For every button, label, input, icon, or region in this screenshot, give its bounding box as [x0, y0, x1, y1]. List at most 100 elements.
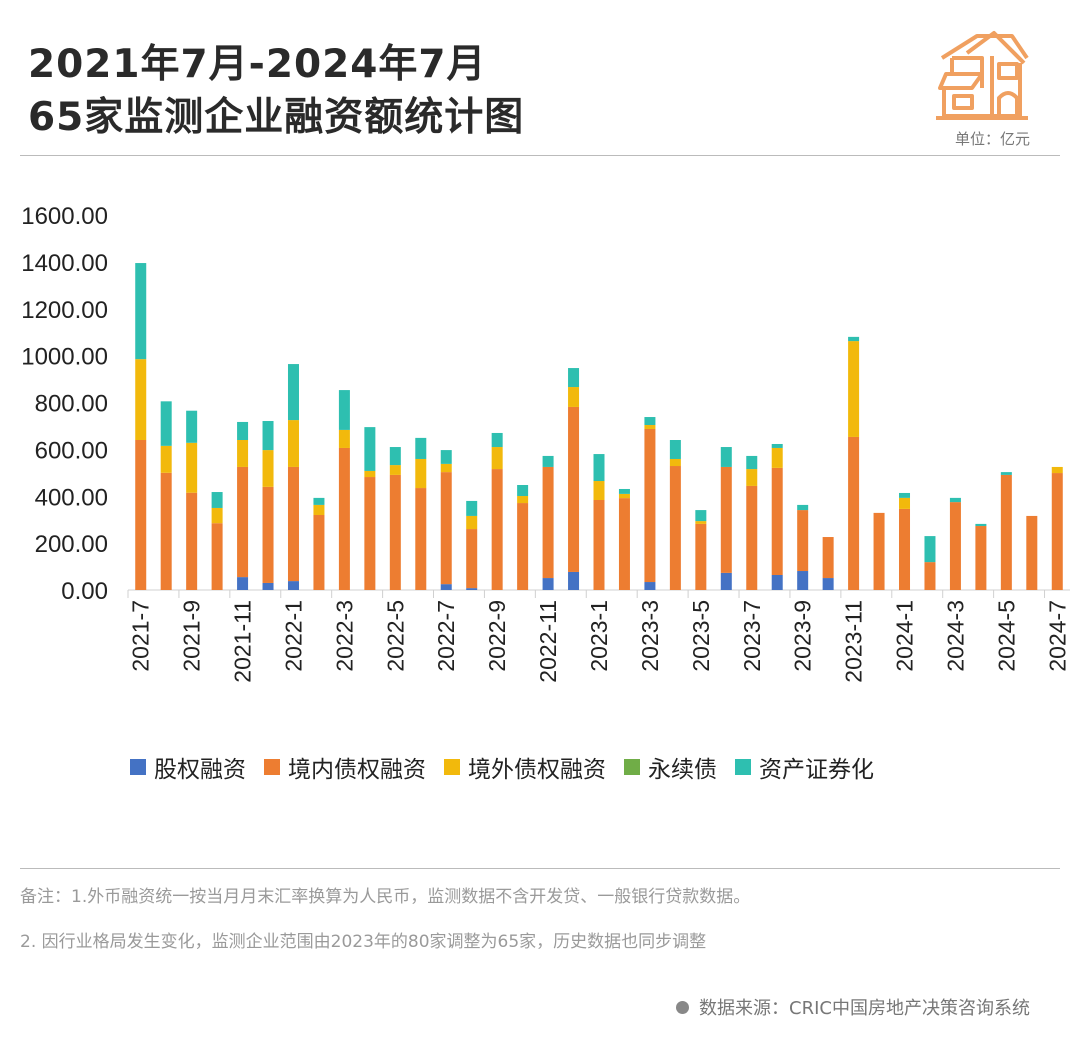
- bar-segment-2022-5-资产证券化: [389, 447, 401, 466]
- bar-segment-2024-2-资产证券化: [924, 536, 936, 563]
- legend-item: 永续债: [624, 750, 717, 784]
- bar-segment-2022-9-境外债权融资: [491, 447, 503, 470]
- x-tick-label: 2021-9: [179, 600, 205, 672]
- bar-segment-2022-1-境外债权融资: [287, 420, 299, 467]
- bar-segment-2022-4-境内债权融资: [364, 477, 376, 590]
- bar-segment-2022-6-境内债权融资: [415, 488, 427, 590]
- bar-segment-2023-7-境内债权融资: [746, 485, 758, 590]
- bar-segment-2024-4-资产证券化: [975, 523, 987, 527]
- x-tick-label: 2023-5: [688, 600, 714, 672]
- bar-segment-2021-12-境内债权融资: [262, 486, 274, 583]
- bar-segment-2024-5-资产证券化: [1000, 472, 1012, 475]
- legend-swatch: [264, 759, 280, 775]
- bar-segment-2022-9-境内债权融资: [491, 469, 503, 590]
- bar-segment-2022-11-股权融资: [542, 578, 554, 590]
- bar-segment-2022-7-股权融资: [440, 584, 452, 590]
- bar-segment-2023-10-股权融资: [822, 578, 834, 590]
- note-line-1: 备注：1.外币融资统一按当月月末汇率换算为人民币，监测数据不含开发贷、一般银行贷…: [20, 887, 751, 907]
- bar-segment-2022-8-境外债权融资: [466, 515, 478, 530]
- bar-segment-2023-8-境外债权融资: [771, 447, 783, 468]
- bar-segment-2023-4-资产证券化: [669, 440, 681, 459]
- bar-segment-2022-12-股权融资: [568, 571, 580, 590]
- bar-segment-2024-3-境内债权融资: [949, 502, 961, 590]
- chart-title: 2021年7月-2024年7月 65家监测企业融资额统计图: [28, 38, 524, 144]
- bar-segment-2021-10-资产证券化: [211, 492, 223, 508]
- bar-segment-2023-3-境内债权融资: [644, 428, 656, 583]
- bar-segment-2022-6-境外债权融资: [415, 458, 427, 489]
- bar-segment-2023-10-境内债权融资: [822, 537, 834, 579]
- bar-segment-2021-10-境内债权融资: [211, 523, 223, 590]
- bar-segment-2022-2-境外债权融资: [313, 504, 325, 515]
- header-divider: [20, 155, 1060, 156]
- bar-segment-2022-10-资产证券化: [517, 485, 529, 497]
- bar-segment-2023-6-股权融资: [720, 572, 732, 590]
- legend-label: 境内债权融资: [288, 757, 426, 783]
- y-tick-label: 200.00: [35, 531, 108, 558]
- bar-segment-2023-11-资产证券化: [848, 336, 860, 342]
- bar-segment-2022-1-资产证券化: [287, 364, 299, 421]
- bar-segment-2022-8-股权融资: [466, 588, 478, 590]
- y-tick-label: 800.00: [35, 391, 108, 418]
- x-tick-label: 2024-5: [993, 600, 1019, 672]
- bar-segment-2023-6-资产证券化: [720, 447, 732, 467]
- stacked-bar-chart: 0.00 200.00 400.00 600.00 800.00 1000.00 1200.…: [21, 203, 1070, 683]
- bar-segment-2024-1-资产证券化: [899, 492, 911, 498]
- data-source: 数据来源：CRIC中国房地产决策咨询系统: [676, 994, 1030, 1020]
- bar-segment-2022-12-境外债权融资: [568, 387, 580, 407]
- bar-segment-2021-12-资产证券化: [262, 421, 274, 451]
- legend-item: 境内债权融资: [264, 750, 426, 784]
- bar-segment-2023-6-境内债权融资: [720, 466, 732, 573]
- bar-segment-2023-7-境外债权融资: [746, 469, 758, 486]
- bullet-icon: [676, 1000, 690, 1014]
- bar-segment-2023-9-资产证券化: [797, 504, 809, 511]
- bar-segment-2022-12-资产证券化: [568, 368, 580, 388]
- bar-segment-2023-5-资产证券化: [695, 510, 707, 522]
- bar-segment-2024-7-境外债权融资: [1051, 466, 1063, 474]
- x-tick-label: 2022-9: [484, 600, 510, 672]
- y-tick-label: 0.00: [61, 578, 108, 605]
- bar-segment-2021-7-资产证券化: [135, 263, 147, 360]
- bar-segment-2021-8-境内债权融资: [160, 472, 172, 590]
- y-tick-label: 1400.00: [21, 250, 108, 277]
- bar-segment-2024-1-境外债权融资: [899, 497, 911, 509]
- bar-segment-2023-2-境外债权融资: [618, 493, 630, 499]
- legend-item: 股权融资: [130, 750, 246, 784]
- bar-segment-2022-8-资产证券化: [466, 500, 478, 516]
- bar-segment-2021-11-资产证券化: [237, 421, 249, 440]
- bar-segment-2023-12-境内债权融资: [873, 512, 885, 590]
- bar-segment-2022-7-境内债权融资: [440, 472, 452, 585]
- bar-segment-2023-1-资产证券化: [593, 454, 605, 482]
- bar-segment-2023-8-股权融资: [771, 575, 783, 590]
- bar-segment-2023-5-境内债权融资: [695, 523, 707, 590]
- legend-item: 资产证券化: [735, 750, 874, 784]
- x-tick-label: 2022-7: [433, 600, 459, 672]
- bar-segment-2022-10-境外债权融资: [517, 496, 529, 504]
- bar-segment-2023-2-境内债权融资: [618, 498, 630, 590]
- x-tick-label: 2023-3: [637, 600, 663, 672]
- x-tick-label: 2022-1: [280, 600, 306, 672]
- bar-segment-2024-6-境内债权融资: [1026, 515, 1038, 590]
- y-tick-label: 1600.00: [21, 203, 108, 230]
- bar-segment-2023-9-境内债权融资: [797, 510, 809, 572]
- legend-label: 境外债权融资: [468, 757, 606, 783]
- legend-swatch: [444, 759, 460, 775]
- bar-segment-2022-2-境内债权融资: [313, 515, 325, 590]
- note-line-2: 2. 因行业格局发生变化，监测企业范围由2023年的80家调整为65家，历史数据…: [20, 932, 707, 952]
- bar-segment-2024-7-境内债权融资: [1051, 473, 1063, 590]
- bar-segment-2022-12-境内债权融资: [568, 406, 580, 572]
- x-tick-label: 2022-11: [535, 600, 561, 683]
- bar-segment-2022-11-资产证券化: [542, 455, 554, 467]
- bar-segment-2023-8-资产证券化: [771, 443, 783, 448]
- bar-segment-2022-6-资产证券化: [415, 437, 427, 459]
- legend-swatch: [735, 759, 751, 775]
- legend: 股权融资 境内债权融资 境外债权融资 永续债 资产证券化: [0, 750, 1080, 784]
- bar-segment-2022-5-境外债权融资: [389, 465, 401, 475]
- x-tick-label: 2024-3: [942, 600, 968, 672]
- bar-segment-2022-5-境内债权融资: [389, 474, 401, 590]
- x-tick-label: 2021-11: [230, 600, 256, 683]
- bar-segment-2024-4-境内债权融资: [975, 526, 987, 590]
- bar-segment-2022-1-股权融资: [287, 581, 299, 590]
- unit-label: 单位：亿元: [954, 130, 1030, 148]
- bar-segment-2024-3-资产证券化: [949, 497, 961, 503]
- bar-segment-2024-1-境内债权融资: [899, 508, 911, 590]
